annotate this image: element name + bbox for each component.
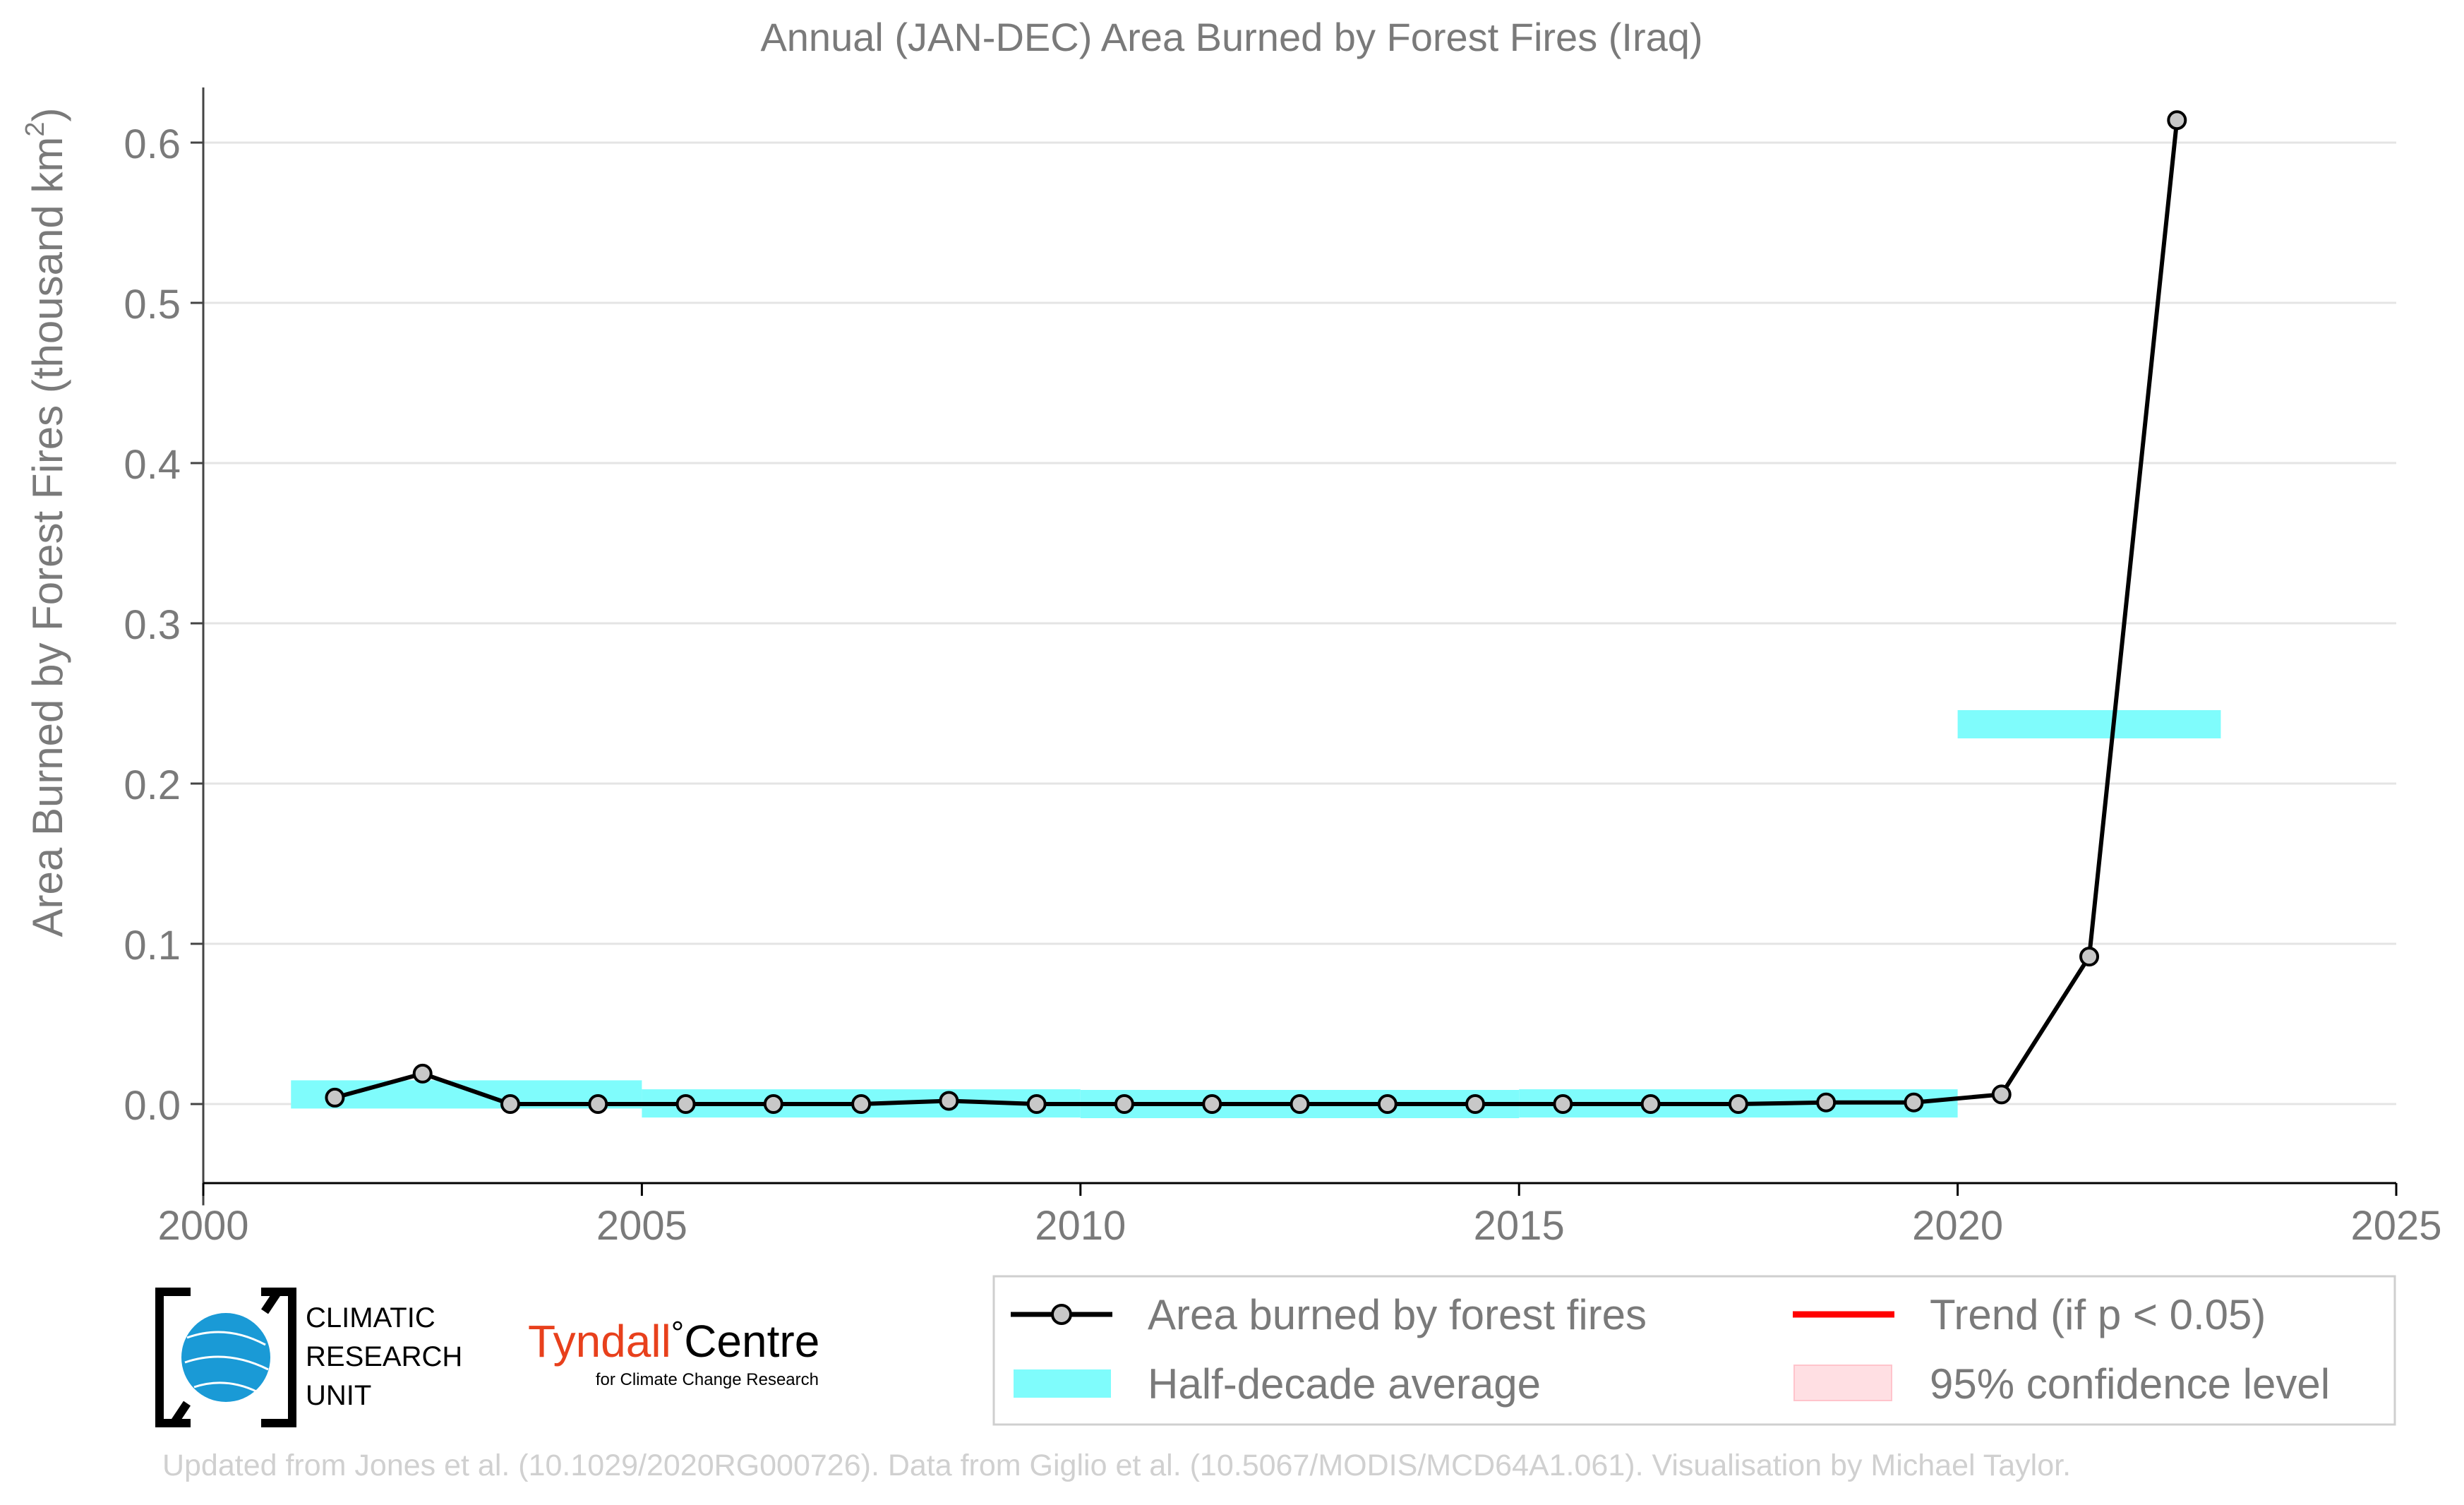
legend-label-trend: Trend (if p < 0.05) (1930, 1291, 2266, 1338)
y-axis-label-sup: 2 (20, 122, 50, 137)
y-tick-label: 0.6 (124, 121, 181, 167)
cru-text-line1: CLIMATIC (306, 1302, 435, 1333)
data-point (588, 1094, 608, 1114)
data-point (1991, 1084, 2012, 1105)
gridlines (203, 141, 2396, 1105)
tyndall-name: Tyndall (528, 1316, 671, 1367)
legend-item-area-burned: Area burned by forest fires (1011, 1291, 1647, 1338)
y-tick-label: 0.1 (124, 923, 181, 969)
data-point (675, 1094, 696, 1114)
x-tick-label: 2000 (157, 1203, 248, 1249)
data-point (851, 1094, 872, 1114)
globe-swirl-2 (184, 1355, 269, 1371)
cru-bracket-slash-top (261, 1288, 282, 1314)
legend: Area burned by forest fires Trend (if p … (992, 1275, 2396, 1426)
y-tick-label: 0.2 (124, 762, 181, 808)
data-point (1114, 1094, 1134, 1114)
tyndall-logo: Tyndall°Centre for Climate Change Resear… (528, 1314, 819, 1389)
globe-swirl-1 (186, 1331, 266, 1346)
half-decade-band (1957, 710, 2221, 739)
data-point (412, 1063, 433, 1084)
y-tick-label: 0.4 (124, 442, 181, 488)
data-point (2079, 947, 2100, 967)
tyndall-subtitle: for Climate Change Research (596, 1370, 819, 1389)
x-tick-label: 2015 (1474, 1203, 1565, 1249)
cru-text-line3: UNIT (306, 1380, 371, 1411)
data-point (1640, 1094, 1661, 1114)
data-point (763, 1094, 783, 1114)
y-axis: 0.0 0.1 0.2 0.3 0.4 0.5 0.6 (124, 87, 205, 1206)
legend-label-half-decade: Half-decade average (1148, 1360, 1541, 1408)
x-axis: 2000 2005 2010 2015 2020 2025 (157, 1182, 2442, 1249)
y-axis-label-text: Area Burned by Forest Fires (thousand km (24, 137, 71, 937)
legend-item-trend: Trend (if p < 0.05) (1793, 1291, 2266, 1338)
tyndall-centre: Centre (684, 1316, 819, 1367)
x-tick-label: 2020 (1912, 1203, 2003, 1249)
y-axis-label-close: ) (24, 108, 71, 122)
data-point (1202, 1094, 1222, 1114)
data-point (325, 1087, 345, 1108)
data-point (1904, 1092, 1924, 1113)
tyndall-degree: ° (671, 1314, 684, 1351)
cru-text-line2: RESEARCH (306, 1341, 462, 1372)
chart-title: Annual (JAN-DEC) Area Burned by Forest F… (760, 15, 1702, 59)
series-area-burned (325, 110, 2187, 1114)
data-point (2167, 110, 2187, 131)
y-axis-label: Area Burned by Forest Fires (thousand km… (20, 108, 71, 937)
series-line (334, 119, 2180, 1106)
half-decade-average-bands (291, 710, 2221, 1118)
data-point (500, 1094, 520, 1114)
data-point (1816, 1092, 1837, 1113)
legend-half-decade-swatch (1014, 1369, 1111, 1398)
legend-item-half-decade: Half-decade average (1014, 1360, 1541, 1408)
globe-swirl-3 (193, 1381, 258, 1393)
y-tick-label: 0.0 (124, 1083, 181, 1129)
cru-logo: CLIMATIC RESEARCH UNIT (155, 1288, 462, 1427)
tyndall-wordmark: Tyndall°Centre (528, 1314, 819, 1367)
cru-bracket-slash-bottom (169, 1401, 191, 1427)
y-tick-label: 0.3 (124, 602, 181, 648)
footer-credit: Updated from Jones et al. (10.1029/2020R… (162, 1449, 2071, 1482)
y-tick-label: 0.5 (124, 282, 181, 328)
data-point (1377, 1094, 1398, 1114)
legend-frame (992, 1275, 2396, 1426)
data-point (1465, 1094, 1486, 1114)
data-point (1553, 1094, 1573, 1114)
legend-label-confidence: 95% confidence level (1930, 1360, 2330, 1408)
legend-item-confidence: 95% confidence level (1793, 1360, 2330, 1408)
data-point (1728, 1094, 1748, 1114)
x-tick-label: 2010 (1035, 1203, 1126, 1249)
legend-label-area-burned: Area burned by forest fires (1148, 1291, 1647, 1338)
x-tick-label: 2025 (2350, 1203, 2441, 1249)
data-point (939, 1091, 959, 1111)
data-point (1290, 1094, 1310, 1114)
legend-confidence-swatch (1793, 1365, 1892, 1401)
legend-marker-swatch (1051, 1304, 1072, 1325)
data-point (1026, 1094, 1047, 1114)
x-tick-label: 2005 (596, 1203, 687, 1249)
